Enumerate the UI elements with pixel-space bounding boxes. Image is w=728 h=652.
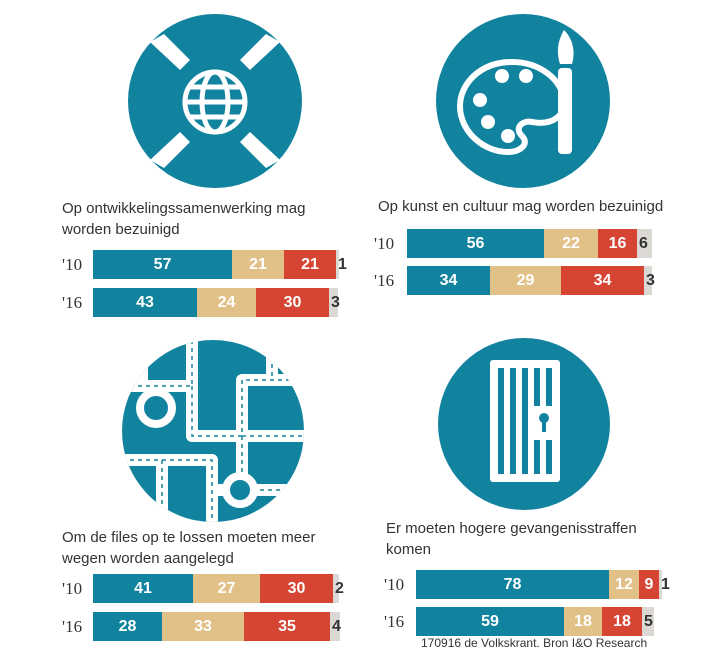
bar-segment: 1 <box>659 570 670 599</box>
year-label: '16 <box>62 617 83 636</box>
bar-segment: 33 <box>162 612 244 641</box>
bar-segment: 59 <box>416 607 564 636</box>
globe-hands-icon <box>128 14 302 188</box>
bar-segment: 29 <box>490 266 561 295</box>
bar-segment: 57 <box>93 250 232 279</box>
bar-segment: 16 <box>598 229 637 258</box>
question-title: Op ontwikkelingssamenwerking mag worden … <box>62 200 306 238</box>
bar-segment: 43 <box>93 288 197 317</box>
stacked-bar: 56 22 16 6 <box>407 229 652 258</box>
stacked-bar: 78 12 9 1 <box>416 570 670 599</box>
bar-segment: 4 <box>330 612 341 641</box>
year-label: '10 <box>62 255 83 274</box>
bar-segment: 35 <box>244 612 330 641</box>
bar-segment: 30 <box>260 574 333 603</box>
bar-segment: 6 <box>637 229 652 258</box>
question-title: Op kunst en cultuur mag worden bezuinigd <box>378 198 664 215</box>
bar-segment: 27 <box>193 574 260 603</box>
stacked-bar: 57 21 21 1 <box>93 250 347 279</box>
bar-segment: 12 <box>609 570 639 599</box>
bar-segment: 5 <box>642 607 654 636</box>
prison-door-icon <box>438 338 610 510</box>
bar-segment: 9 <box>639 570 659 599</box>
year-label: '10 <box>374 234 395 253</box>
bar-segment: 18 <box>602 607 642 636</box>
bar-segment: 41 <box>93 574 193 603</box>
source-credit: 170916 de Volkskrant. Bron I&O Research <box>421 636 648 650</box>
bar-segment: 34 <box>407 266 490 295</box>
stacked-bar: 28 33 35 4 <box>93 612 341 641</box>
bar-segment: 78 <box>416 570 609 599</box>
year-label: '10 <box>62 579 83 598</box>
bar-segment: 28 <box>93 612 162 641</box>
year-label: '16 <box>374 271 395 290</box>
question-title: Om de files op te lossen moeten meer weg… <box>62 529 316 567</box>
stacked-bar: 59 18 18 5 <box>416 607 654 636</box>
stacked-bar: 34 29 34 3 <box>407 266 655 295</box>
bar-segment: 24 <box>197 288 256 317</box>
bar-segment: 22 <box>544 229 598 258</box>
palette-brush-icon <box>436 14 610 188</box>
year-label: '10 <box>384 575 405 594</box>
bar-segment: 21 <box>284 250 336 279</box>
year-label: '16 <box>62 293 83 312</box>
stacked-bar: 43 24 30 3 <box>93 288 340 317</box>
question-title: Er moeten hogere gevangenisstraffen kome… <box>386 520 637 558</box>
bar-segment: 21 <box>232 250 284 279</box>
bar-segment: 1 <box>336 250 347 279</box>
bar-segment: 18 <box>564 607 602 636</box>
road-map-icon <box>122 340 304 522</box>
year-label: '16 <box>384 612 405 631</box>
bar-segment: 30 <box>256 288 329 317</box>
bar-segment: 3 <box>329 288 340 317</box>
bar-segment: 56 <box>407 229 544 258</box>
bar-segment: 34 <box>561 266 644 295</box>
stacked-bar: 41 27 30 2 <box>93 574 344 603</box>
bar-segment: 2 <box>333 574 344 603</box>
bar-segment: 3 <box>644 266 655 295</box>
